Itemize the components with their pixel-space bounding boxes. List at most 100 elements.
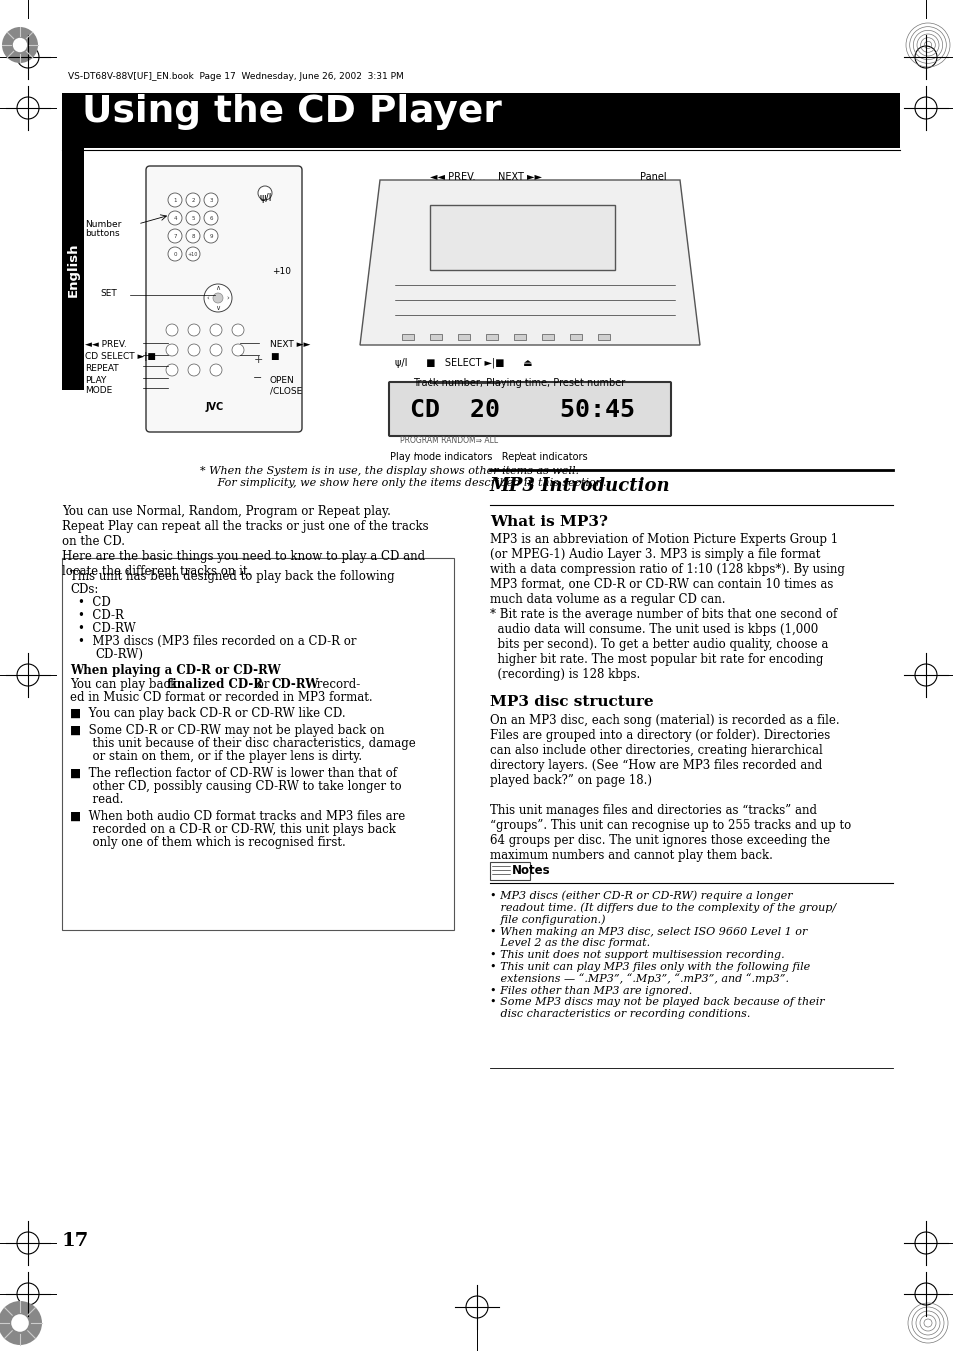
Circle shape bbox=[186, 247, 200, 261]
Circle shape bbox=[186, 230, 200, 243]
Text: −: − bbox=[253, 373, 262, 382]
Circle shape bbox=[166, 363, 178, 376]
Text: record-: record- bbox=[313, 678, 360, 690]
Circle shape bbox=[204, 193, 218, 207]
Text: SET: SET bbox=[100, 289, 116, 299]
Circle shape bbox=[232, 324, 244, 336]
Bar bbox=[62, 149, 84, 390]
Text: Notes: Notes bbox=[512, 865, 550, 878]
Text: NEXT ►►: NEXT ►► bbox=[497, 172, 541, 182]
Bar bbox=[541, 334, 554, 340]
Text: only one of them which is recognised first.: only one of them which is recognised fir… bbox=[70, 836, 345, 848]
Text: Using the CD Player: Using the CD Player bbox=[82, 95, 501, 130]
FancyBboxPatch shape bbox=[146, 166, 302, 432]
Text: +: + bbox=[253, 355, 262, 365]
Circle shape bbox=[166, 345, 178, 357]
Bar bbox=[514, 334, 525, 340]
Text: When playing a CD-R or CD-RW: When playing a CD-R or CD-RW bbox=[70, 663, 280, 677]
Text: ■: ■ bbox=[270, 353, 278, 361]
Circle shape bbox=[188, 363, 200, 376]
Text: ‹: ‹ bbox=[207, 295, 209, 301]
Text: 17: 17 bbox=[62, 1232, 90, 1250]
Text: ■  You can play back CD-R or CD-RW like CD.: ■ You can play back CD-R or CD-RW like C… bbox=[70, 707, 345, 720]
Circle shape bbox=[12, 38, 28, 53]
Text: ∨: ∨ bbox=[215, 305, 220, 311]
Text: recorded on a CD-R or CD-RW, this unit plays back: recorded on a CD-R or CD-RW, this unit p… bbox=[70, 823, 395, 836]
Text: Panel: Panel bbox=[639, 172, 666, 182]
Text: You can play back: You can play back bbox=[70, 678, 181, 690]
Text: CD  20    50:45: CD 20 50:45 bbox=[410, 399, 635, 422]
Bar bbox=[430, 205, 615, 270]
Circle shape bbox=[204, 230, 218, 243]
Text: ◄◄ PREV.: ◄◄ PREV. bbox=[85, 340, 127, 349]
Text: CD SELECT ►|■: CD SELECT ►|■ bbox=[85, 353, 155, 361]
Bar bbox=[401, 334, 414, 340]
Text: CD-RW): CD-RW) bbox=[95, 648, 143, 661]
Circle shape bbox=[188, 324, 200, 336]
Bar bbox=[62, 558, 454, 929]
Text: ed in Music CD format or recorded in MP3 format.: ed in Music CD format or recorded in MP3… bbox=[70, 690, 373, 704]
Text: 9: 9 bbox=[209, 234, 213, 239]
Text: On an MP3 disc, each song (material) is recorded as a file.
Files are grouped in: On an MP3 disc, each song (material) is … bbox=[490, 713, 850, 862]
Text: You can use Normal, Random, Program or Repeat play.
Repeat Play can repeat all t: You can use Normal, Random, Program or R… bbox=[62, 505, 428, 578]
Text: JVC: JVC bbox=[206, 403, 224, 412]
Text: •  CD-R: • CD-R bbox=[78, 609, 124, 621]
Text: +10: +10 bbox=[272, 267, 291, 276]
Text: VS-DT68V-88V[UF]_EN.book  Page 17  Wednesday, June 26, 2002  3:31 PM: VS-DT68V-88V[UF]_EN.book Page 17 Wednesd… bbox=[68, 72, 403, 81]
Text: 2: 2 bbox=[191, 197, 194, 203]
Text: Play mode indicators   Repeat indicators: Play mode indicators Repeat indicators bbox=[390, 453, 587, 462]
Text: This unit has been designed to play back the following: This unit has been designed to play back… bbox=[70, 570, 395, 584]
Text: /CLOSE: /CLOSE bbox=[270, 386, 302, 394]
Text: MODE: MODE bbox=[85, 386, 112, 394]
Text: or: or bbox=[253, 678, 273, 690]
Text: CD-RW: CD-RW bbox=[272, 678, 319, 690]
Text: REPEAT: REPEAT bbox=[85, 363, 118, 373]
Circle shape bbox=[213, 293, 223, 303]
Text: this unit because of their disc characteristics, damage: this unit because of their disc characte… bbox=[70, 738, 416, 750]
Text: ψ/I      ■   SELECT ►|■      ⏏: ψ/I ■ SELECT ►|■ ⏏ bbox=[395, 358, 532, 369]
Text: ◄◄ PREV.: ◄◄ PREV. bbox=[430, 172, 475, 182]
Text: MP3 Introduction: MP3 Introduction bbox=[490, 477, 670, 494]
Circle shape bbox=[168, 211, 182, 226]
Text: •  MP3 discs (MP3 files recorded on a CD-R or: • MP3 discs (MP3 files recorded on a CD-… bbox=[78, 635, 356, 648]
Text: ›: › bbox=[227, 295, 229, 301]
Text: Track number, Playing time, Preset number: Track number, Playing time, Preset numbe… bbox=[413, 378, 624, 388]
Bar bbox=[490, 862, 530, 880]
Circle shape bbox=[168, 247, 182, 261]
Circle shape bbox=[11, 1315, 29, 1332]
Circle shape bbox=[186, 193, 200, 207]
Text: 4: 4 bbox=[173, 216, 176, 220]
Text: ■  Some CD-R or CD-RW may not be played back on: ■ Some CD-R or CD-RW may not be played b… bbox=[70, 724, 384, 738]
Circle shape bbox=[186, 211, 200, 226]
Circle shape bbox=[2, 27, 38, 63]
Text: MP3 disc structure: MP3 disc structure bbox=[490, 694, 653, 709]
Circle shape bbox=[188, 345, 200, 357]
Text: buttons: buttons bbox=[85, 230, 119, 238]
Text: ∧: ∧ bbox=[215, 285, 220, 290]
Circle shape bbox=[168, 230, 182, 243]
Text: Number: Number bbox=[85, 220, 121, 230]
Bar bbox=[598, 334, 609, 340]
Text: 5: 5 bbox=[191, 216, 194, 220]
Text: • MP3 discs (either CD-R or CD-RW) require a longer
   readout time. (It differs: • MP3 discs (either CD-R or CD-RW) requi… bbox=[490, 890, 835, 1019]
Text: NEXT ►►: NEXT ►► bbox=[270, 340, 310, 349]
Text: other CD, possibly causing CD-RW to take longer to: other CD, possibly causing CD-RW to take… bbox=[70, 780, 401, 793]
Circle shape bbox=[210, 324, 222, 336]
Circle shape bbox=[210, 345, 222, 357]
Text: OPEN: OPEN bbox=[270, 376, 294, 385]
FancyBboxPatch shape bbox=[389, 382, 670, 436]
Circle shape bbox=[0, 1301, 42, 1346]
Text: PROGRAM RANDOM⇒ ALL: PROGRAM RANDOM⇒ ALL bbox=[399, 436, 497, 444]
Circle shape bbox=[204, 284, 232, 312]
Circle shape bbox=[168, 193, 182, 207]
Text: •  CD: • CD bbox=[78, 596, 111, 609]
Text: finalized CD-R: finalized CD-R bbox=[167, 678, 263, 690]
Text: 8: 8 bbox=[191, 234, 194, 239]
Circle shape bbox=[204, 211, 218, 226]
Circle shape bbox=[232, 345, 244, 357]
Text: ■  When both audio CD format tracks and MP3 files are: ■ When both audio CD format tracks and M… bbox=[70, 811, 405, 823]
Bar bbox=[569, 334, 581, 340]
Text: PLAY: PLAY bbox=[85, 376, 107, 385]
Bar bbox=[457, 334, 470, 340]
Text: MP3 is an abbreviation of Motion Picture Experts Group 1
(or MPEG-1) Audio Layer: MP3 is an abbreviation of Motion Picture… bbox=[490, 534, 844, 681]
